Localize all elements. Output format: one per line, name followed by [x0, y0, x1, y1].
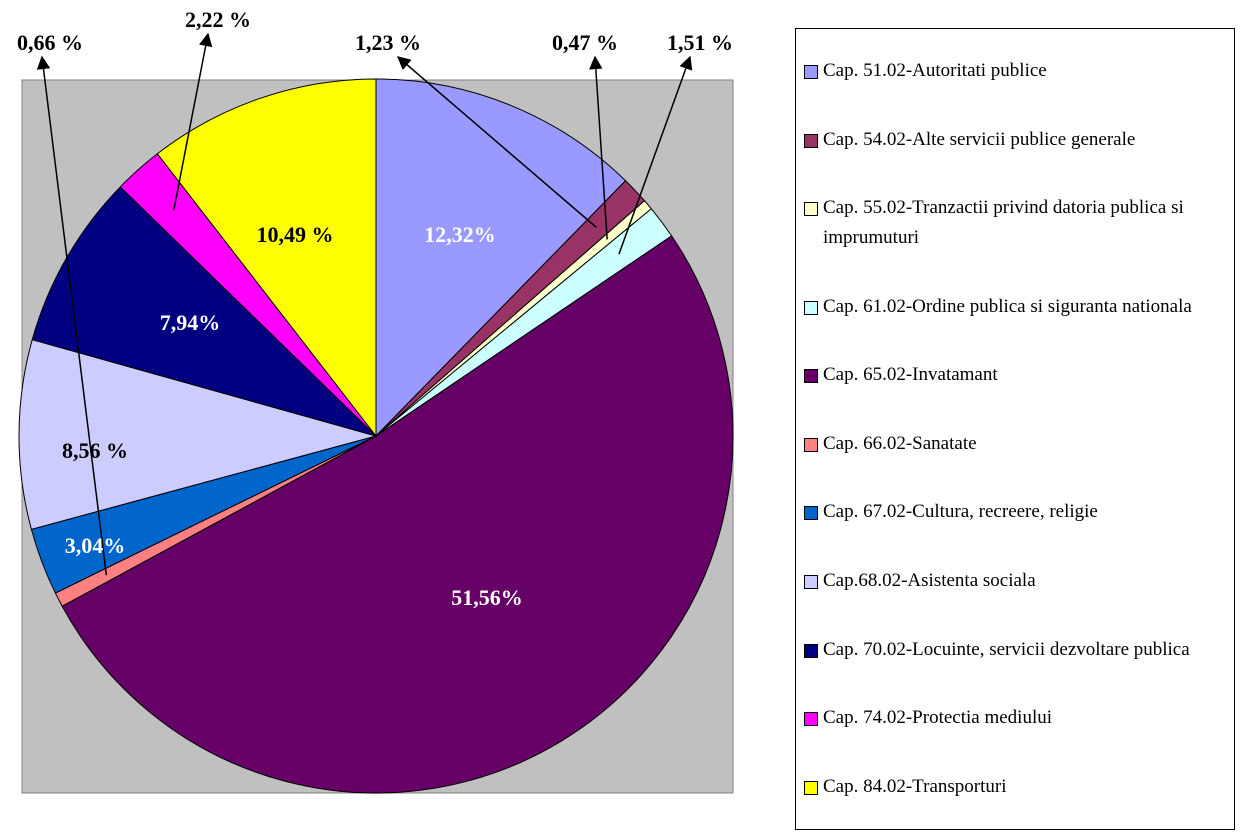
data-label: 1,23 %: [355, 30, 421, 55]
legend-swatch: [804, 65, 818, 80]
legend: Cap. 51.02-Autoritati publice Cap. 54.02-…: [795, 28, 1235, 830]
legend-item: Cap.68.02-Asistenta sociala: [804, 566, 1228, 596]
legend-swatch: [804, 300, 818, 315]
legend-swatch: [804, 437, 818, 452]
legend-label: Cap.68.02-Asistenta sociala: [823, 569, 1036, 591]
legend-swatch: [804, 506, 818, 521]
legend-item: Cap. 66.02-Sanatate: [804, 429, 1228, 459]
leader-line: [36, 55, 108, 576]
legend-swatch: [804, 643, 818, 658]
legend-label: Cap. 84.02-Transporturi: [823, 775, 1007, 797]
legend-item: Cap. 65.02-Invatamant: [804, 360, 1228, 390]
legend-swatch: [804, 780, 818, 795]
chart: 12,32% 1,23 % 0,47 % 1,51 % 51,56% 0,66 % 3,04…: [17, 7, 734, 794]
legend-label: Cap. 65.02-Invatamant: [823, 364, 998, 386]
legend-label: Cap. 70.02-Locuinte, servicii dezvoltare…: [823, 638, 1190, 660]
legend-swatch: [804, 574, 818, 589]
data-label: 8,56 %: [62, 438, 128, 463]
legend-swatch: [804, 712, 818, 727]
legend-label: Cap. 67.02-Cultura, recreere, religie: [823, 501, 1098, 523]
data-label: 51,56%: [451, 585, 523, 610]
legend-label: Cap. 55.02-Tranzactii privind datoria pu…: [823, 197, 1184, 249]
legend-item: Cap. 84.02-Transporturi: [804, 772, 1228, 802]
data-label: 7,94%: [160, 310, 221, 335]
data-label: 12,32%: [424, 222, 496, 247]
pie-slice: [61, 235, 734, 794]
legend-item: Cap. 61.02-Ordine publica si siguranta n…: [804, 292, 1228, 322]
data-label: 3,04%: [65, 533, 126, 558]
legend-label: Cap. 74.02-Protectia mediului: [823, 707, 1053, 729]
legend-swatch: [804, 133, 818, 148]
legend-label: Cap. 66.02-Sanatate: [823, 432, 977, 454]
leader-line: [173, 32, 213, 210]
legend-item: Cap. 70.02-Locuinte, servicii dezvoltare…: [804, 635, 1228, 665]
legend-item: Cap. 54.02-Alte servicii publice general…: [804, 125, 1228, 155]
leader-line: [396, 56, 597, 228]
legend-label: Cap. 61.02-Ordine publica si siguranta n…: [823, 295, 1192, 317]
legend-swatch: [804, 369, 818, 384]
leader-line: [618, 55, 693, 255]
data-label: 0,47 %: [552, 30, 618, 55]
legend-item: Cap. 67.02-Cultura, recreere, religie: [804, 497, 1228, 527]
legend-item: Cap. 55.02-Tranzactii privind datoria pu…: [804, 193, 1228, 253]
data-label: 0,66 %: [17, 30, 83, 55]
legend-label: Cap. 54.02-Alte servicii publice general…: [823, 128, 1136, 150]
legend-swatch: [804, 202, 818, 217]
data-label: 10,49 %: [257, 222, 334, 247]
data-label: 2,22 %: [185, 7, 251, 32]
pie-slice: [375, 78, 627, 438]
legend-item: Cap. 74.02-Protectia mediului: [804, 703, 1228, 733]
legend-item: Cap. 51.02-Autoritati publice: [804, 56, 1228, 86]
leader-line: [589, 55, 608, 240]
legend-label: Cap. 51.02-Autoritati publice: [823, 60, 1047, 82]
data-label: 1,51 %: [667, 30, 733, 55]
pie-slice: [18, 339, 378, 530]
pie-slice: [156, 78, 377, 438]
